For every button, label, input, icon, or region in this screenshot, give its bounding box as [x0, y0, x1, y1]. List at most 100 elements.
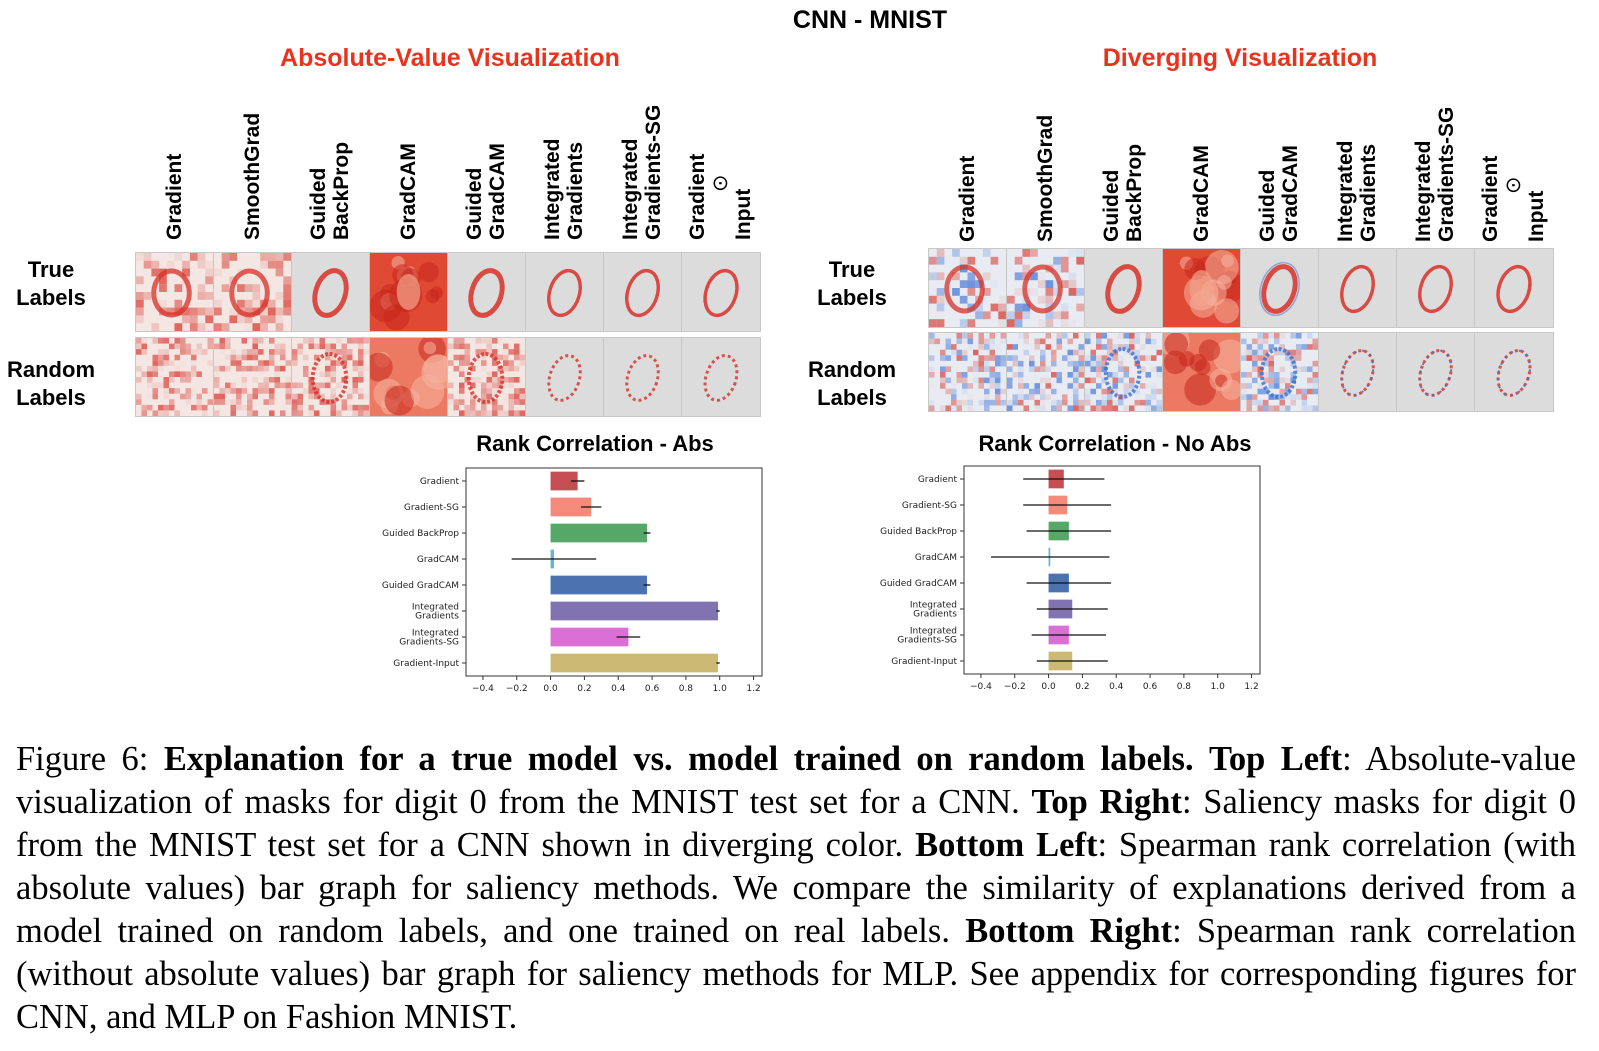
y-tick-label: Gradient-SG: [404, 503, 459, 513]
method-header-line: Guided: [1100, 169, 1123, 242]
right-true-saliency-strip: [928, 248, 1554, 328]
left-true-saliency-strip: [135, 252, 761, 332]
saliency-map-cell: [604, 253, 682, 331]
method-header-line: Gradients-SG: [642, 104, 665, 240]
caption-top-left-text: : Absolute-value visualization of masks …: [16, 740, 1576, 821]
saliency-map-cell: [682, 338, 760, 416]
y-tick-label: Integrated: [412, 603, 459, 613]
saliency-map-cell: [929, 249, 1007, 327]
y-tick-label: Guided GradCAM: [880, 579, 957, 589]
saliency-map-cell: [136, 253, 214, 331]
y-tick-label: Gradient-SG: [902, 501, 957, 511]
saliency-map-cell: [1475, 249, 1553, 327]
y-tick-label: Gradient-Input: [891, 657, 957, 667]
caption-bottom-right-text: : Spearman rank correlation (without abs…: [16, 912, 1577, 1036]
y-tick-label: Gradient: [420, 477, 460, 487]
y-tick-label: Gradients-SG: [897, 636, 957, 646]
left-row-label-random: Random Labels: [7, 357, 95, 410]
y-tick-label: Gradients-SG: [399, 638, 459, 648]
saliency-map-cell: [682, 253, 760, 331]
x-tick-label: 1.0: [1211, 682, 1226, 692]
x-tick-label: 0.0: [543, 684, 558, 694]
bar: [550, 497, 592, 517]
saliency-map-cell: [526, 253, 604, 331]
caption-bottom-left-text: : Spearman rank correlation (with absolu…: [16, 826, 1577, 950]
method-header-line: Gradient: [955, 155, 979, 242]
left-random-saliency-strip: [135, 337, 761, 417]
saliency-map-cell: [214, 253, 292, 331]
saliency-map-cell: [292, 253, 370, 331]
rank-correlation-no-abs-chart: Gradient Gradient-SG Guided BackProp GradCA…: [880, 465, 1261, 692]
method-header-line: GradCAM: [1189, 145, 1213, 242]
x-tick-label: 0.8: [1177, 682, 1192, 692]
saliency-map-cell: [1319, 333, 1397, 411]
method-header-line: Gradient: [685, 153, 709, 240]
caption-figure-label: Figure 6:: [16, 740, 164, 778]
y-tick-label: Integrated: [910, 627, 957, 637]
method-header-line: Gradients-SG: [1435, 106, 1458, 242]
saliency-map-cell: [214, 338, 292, 416]
figure-main-title: CNN - MNIST: [792, 6, 948, 34]
y-tick-label: GradCAM: [915, 553, 957, 563]
rank-correlation-abs-chart: Gradient Gradient-SG Guided BackProp GradCA…: [382, 467, 763, 694]
method-header-line: SmoothGrad: [1033, 114, 1057, 242]
method-header-line: Gradients: [1357, 143, 1380, 242]
caption-bottom-left-label: Bottom Left: [915, 826, 1098, 864]
y-tick-label: Gradient: [918, 475, 958, 485]
x-tick-label: 1.2: [746, 684, 760, 694]
chart-title-no-abs: Rank Correlation - No Abs: [978, 431, 1252, 456]
saliency-map-cell: [604, 338, 682, 416]
method-header-line: Integrated: [541, 138, 564, 240]
method-header-line: Input: [1524, 190, 1548, 242]
saliency-map-cell: [1163, 333, 1241, 411]
saliency-map-cell: [1085, 249, 1163, 327]
method-header-line: ⊙: [708, 174, 732, 192]
method-header-line: Guided: [463, 167, 486, 240]
method-header-line: SmoothGrad: [240, 112, 264, 240]
right-row-label-random: Random Labels: [808, 357, 896, 410]
y-tick-label: Integrated: [412, 629, 459, 639]
bar: [550, 601, 719, 621]
x-tick-label: 1.0: [713, 684, 728, 694]
method-header-line: Integrated: [1334, 140, 1357, 242]
bar: [550, 575, 647, 595]
x-tick-label: 0.6: [1143, 682, 1158, 692]
figure-caption: Figure 6: Explanation for a true model v…: [16, 738, 1576, 1039]
method-header-line: Integrated: [619, 138, 642, 240]
y-tick-label: Guided GradCAM: [382, 581, 459, 591]
saliency-map-cell: [1397, 333, 1475, 411]
saliency-map-cell: [448, 253, 526, 331]
chart-frame: [465, 467, 763, 677]
x-tick-label: 0.4: [1109, 682, 1124, 692]
saliency-map-cell: [292, 338, 370, 416]
right-panel-title: Diverging Visualization: [1102, 44, 1378, 72]
x-tick-label: 0.8: [679, 684, 694, 694]
method-header-line: ⊙: [1501, 176, 1525, 194]
method-header-line: Input: [731, 188, 755, 240]
y-tick-label: Gradient-Input: [393, 659, 459, 669]
saliency-map-cell: [1319, 249, 1397, 327]
saliency-map-cell: [1397, 249, 1475, 327]
x-tick-label: 0.0: [1041, 682, 1056, 692]
saliency-map-cell: [448, 338, 526, 416]
method-header-line: BackProp: [1123, 143, 1146, 242]
caption-top-right-text: : Saliency masks for digit 0 from the MN…: [16, 783, 1576, 864]
method-header-line: Gradient: [162, 153, 186, 240]
saliency-map-cell: [370, 253, 448, 331]
caption-bottom-right-label: Bottom Right: [965, 912, 1173, 950]
saliency-map-cell: [1241, 333, 1319, 411]
bar: [550, 627, 629, 647]
x-tick-label: 0.4: [611, 684, 626, 694]
bar: [550, 523, 647, 543]
x-tick-label: 0.2: [577, 684, 591, 694]
left-panel-title: Absolute-Value Visualization: [280, 44, 620, 72]
y-tick-label: Guided BackProp: [880, 527, 957, 537]
saliency-map-cell: [1163, 249, 1241, 327]
caption-bold-intro: Explanation for a true model vs. model t…: [163, 740, 1194, 778]
chart-frame: [963, 465, 1261, 675]
method-header-line: Guided: [1256, 169, 1279, 242]
method-header-line: Integrated: [1412, 140, 1435, 242]
method-header-line: GradCAM: [1279, 145, 1302, 242]
chart-title-abs: Rank Correlation - Abs: [476, 431, 714, 456]
bar: [550, 653, 719, 673]
